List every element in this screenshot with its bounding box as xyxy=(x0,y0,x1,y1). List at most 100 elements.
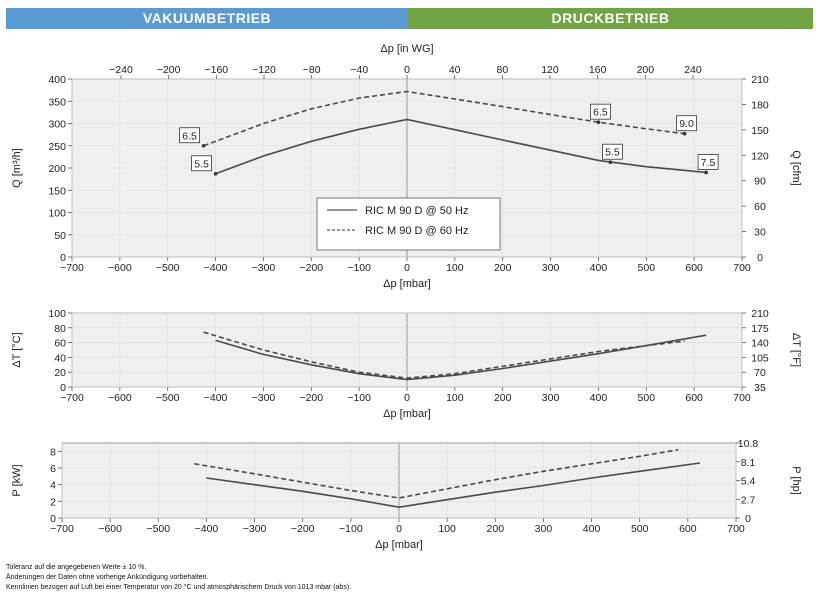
x-tick-label: −700 xyxy=(60,262,84,274)
y-right-tick-label: 150 xyxy=(751,125,769,137)
footnote-conditions: Kennlinien bezogen auf Luft bei einer Te… xyxy=(6,584,352,591)
y-right-tick-label: 8.1 xyxy=(741,457,756,469)
y-right-tick-label: 90 xyxy=(754,176,766,188)
y-right-tick-label: 35 xyxy=(754,382,766,394)
x-tick-label: 400 xyxy=(583,523,601,535)
legend-box xyxy=(316,197,501,251)
y-right-tick-label: 0 xyxy=(745,513,751,525)
top-tick-label: 200 xyxy=(637,64,655,76)
annotation-point xyxy=(201,143,206,148)
x-tick-label: −100 xyxy=(347,262,371,274)
x-tick-label: −100 xyxy=(339,523,363,535)
y-tick-label: 50 xyxy=(54,230,66,242)
x-tick-label: 100 xyxy=(438,523,456,535)
x-tick-label: 100 xyxy=(446,392,464,404)
annotation-box xyxy=(179,127,201,144)
vacuum-mode-banner: VAKUUMBETRIEB xyxy=(6,8,408,29)
y-tick-label: 80 xyxy=(54,323,66,335)
y-right-tick-label: 5.4 xyxy=(741,476,756,488)
series-line-50hz xyxy=(206,462,701,509)
x-axis-title: Δp [mbar] xyxy=(375,539,423,551)
y-right-tick-label: 105 xyxy=(751,352,769,364)
top-tick-label: 80 xyxy=(496,64,508,76)
top-tick-label: 160 xyxy=(589,64,607,76)
top-axis-title: Δp [in WG] xyxy=(380,43,433,55)
y-tick-label: 400 xyxy=(48,74,66,86)
annotation-label: 5.5 xyxy=(194,158,209,170)
x-tick-label: 0 xyxy=(396,523,402,535)
top-tick-label: −240 xyxy=(109,64,133,76)
x-tick-label: 200 xyxy=(487,523,505,535)
y-right-tick-label: 210 xyxy=(751,74,769,86)
annotation-label: 9.0 xyxy=(679,118,694,130)
y-tick-label: 0 xyxy=(50,513,56,525)
legend-label: RIC M 90 D @ 50 Hz xyxy=(365,205,468,217)
top-tick-label: −160 xyxy=(205,64,229,76)
x-tick-label: 200 xyxy=(494,392,512,404)
y-tick-label: 250 xyxy=(48,141,66,153)
top-tick-label: 120 xyxy=(541,64,559,76)
y-right-tick-label: 60 xyxy=(754,201,766,213)
x-tick-label: 0 xyxy=(404,262,410,274)
y-axis-title: Q [m³/h] xyxy=(11,148,23,188)
series-line-60hz xyxy=(194,448,679,499)
x-tick-label: −400 xyxy=(204,262,228,274)
y-right-tick-label: 120 xyxy=(751,150,769,162)
top-tick-label: −200 xyxy=(157,64,181,76)
annotation-point xyxy=(704,170,708,175)
x-tick-label: 700 xyxy=(733,392,751,404)
x-tick-label: 500 xyxy=(638,262,656,274)
x-tick-label: 300 xyxy=(535,523,553,535)
top-tick-label: 40 xyxy=(449,64,461,76)
top-tick-label: 240 xyxy=(684,64,702,76)
x-tick-label: −300 xyxy=(243,523,267,535)
annotation-point xyxy=(608,160,613,165)
x-tick-label: 600 xyxy=(685,392,703,404)
x-tick-label: −100 xyxy=(347,392,371,404)
x-tick-label: 500 xyxy=(638,392,656,404)
y-tick-label: 6 xyxy=(50,463,56,475)
x-tick-label: 400 xyxy=(590,392,608,404)
x-tick-label: −200 xyxy=(299,392,323,404)
top-tick-label: −120 xyxy=(252,64,276,76)
y-axis-title: ΔT [°C] xyxy=(11,332,23,367)
x-tick-label: 300 xyxy=(542,262,560,274)
annotation-label: 5.5 xyxy=(605,147,620,159)
y-tick-label: 8 xyxy=(50,446,56,458)
annotation-box xyxy=(697,154,719,170)
y-right-tick-label: 2.7 xyxy=(741,494,756,506)
series-line-50hz xyxy=(215,118,707,175)
y-tick-label: 0 xyxy=(60,252,66,264)
x-tick-label: 300 xyxy=(542,392,560,404)
y-right-tick-label: 30 xyxy=(754,227,766,239)
y-tick-label: 300 xyxy=(48,119,66,131)
y-tick-label: 0 xyxy=(60,382,66,394)
x-tick-label: 600 xyxy=(679,523,697,535)
x-tick-label: 400 xyxy=(590,262,608,274)
x-tick-label: −200 xyxy=(299,262,323,274)
series-line-50hz xyxy=(215,334,707,381)
performance-charts: −700 −600 −500 −400 −300 −200 −100 0 100 200 300 40… xyxy=(11,43,802,551)
series-line-60hz xyxy=(203,331,685,379)
y-right-tick-label: 70 xyxy=(754,367,766,379)
y-tick-label: 60 xyxy=(54,338,66,350)
x-tick-label: 100 xyxy=(446,262,464,274)
x-tick-label: −500 xyxy=(156,262,180,274)
y-tick-label: 200 xyxy=(48,163,66,175)
x-tick-label: −600 xyxy=(108,262,132,274)
y-right-tick-label: 0 xyxy=(757,252,763,264)
y-tick-label: 100 xyxy=(48,308,66,320)
y-tick-label: 40 xyxy=(54,352,66,364)
x-tick-label: −700 xyxy=(60,392,84,404)
x-tick-label: 700 xyxy=(727,523,745,535)
y-right-tick-label: 175 xyxy=(751,323,769,335)
y-right-tick-label: 210 xyxy=(751,308,769,320)
y-tick-label: 350 xyxy=(48,96,66,108)
series-line-60hz xyxy=(203,90,685,147)
y-right-axis-title: ΔT [°F] xyxy=(790,333,802,367)
annotation-box xyxy=(676,115,697,132)
annotation-box xyxy=(590,103,611,120)
top-tick-label: −80 xyxy=(303,64,321,76)
annotation-point xyxy=(213,171,218,176)
annotation-point xyxy=(596,120,601,124)
